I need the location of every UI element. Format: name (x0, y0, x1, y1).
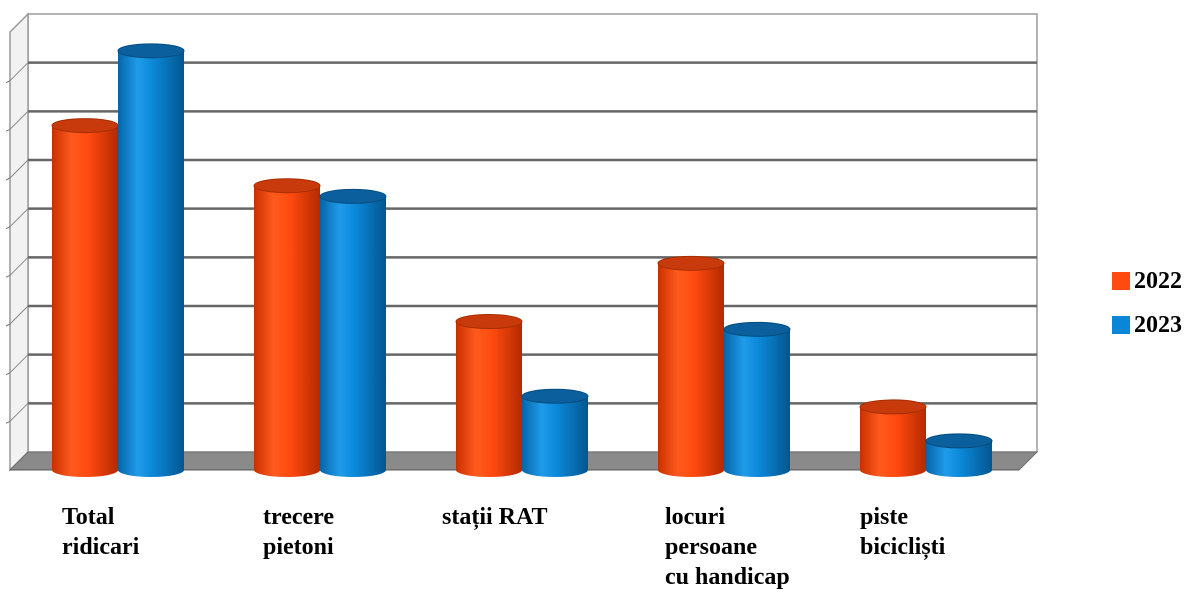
category-label: bicicliști (860, 534, 946, 560)
bar-base (320, 463, 386, 477)
category-label: piste (860, 504, 908, 530)
bar-top (657, 255, 725, 271)
plot-frame (5, 12, 1039, 472)
bar-2023-2 (521, 388, 589, 477)
bar-body (860, 406, 926, 470)
bar-base (522, 463, 588, 477)
bar-body (724, 329, 790, 470)
axis-tick (5, 323, 11, 327)
gridline-side (9, 402, 29, 422)
bar-top (723, 321, 791, 337)
bar-2023-3 (723, 321, 791, 477)
bar-base (254, 463, 320, 477)
bar-base (860, 463, 926, 477)
bar-body (320, 196, 386, 470)
bar-top (253, 178, 321, 194)
bar-2023-4 (925, 433, 993, 477)
axis-tick (5, 372, 11, 376)
bar-2022-4 (859, 399, 927, 477)
bar-top (319, 188, 387, 204)
legend: 2022 2023 (1112, 268, 1182, 338)
category-labels: Total ridicari trecere pietoni stații RAT loc… (62, 504, 946, 590)
gridline-side (9, 305, 29, 325)
bar-2022-3 (657, 255, 725, 477)
bar-2023-1 (319, 188, 387, 477)
legend-swatch-2022 (1112, 272, 1130, 290)
back-wall (27, 13, 1038, 453)
bar-base (118, 463, 184, 477)
axis-tick (5, 274, 11, 278)
bar-2022-2 (455, 314, 523, 477)
gridline-side (9, 208, 29, 228)
bar-base (724, 463, 790, 477)
bar-2022-1 (253, 178, 321, 477)
axis-tick (5, 177, 11, 181)
bar-base (926, 463, 992, 477)
bar-body (658, 263, 724, 470)
bar-base (658, 463, 724, 477)
legend-swatch-2023 (1112, 316, 1130, 334)
legend-label-2023: 2023 (1134, 312, 1182, 338)
category-label: trecere (263, 504, 334, 530)
bars (51, 43, 993, 477)
bar-2023-0 (117, 43, 185, 477)
category-label: pietoni (263, 534, 334, 560)
axis-tick (5, 80, 11, 84)
bar-base (52, 463, 118, 477)
bar-body (254, 185, 320, 470)
category-label: ridicari (62, 534, 140, 560)
category-label: Total (62, 504, 115, 530)
axis-tick (5, 420, 11, 424)
bar-top (455, 314, 523, 330)
bar-base (456, 463, 522, 477)
bar-body (118, 50, 184, 471)
gridline-side (9, 110, 29, 130)
bar-body (522, 396, 588, 470)
category-label: persoane (665, 534, 757, 560)
bar-top (117, 43, 185, 59)
bar-top (925, 433, 993, 449)
bar-top (51, 118, 119, 134)
category-label: stații RAT (442, 504, 548, 530)
bar-top (859, 399, 927, 415)
gridline-side (9, 62, 29, 82)
category-label: cu handicap (665, 564, 790, 590)
bar-body (52, 125, 118, 471)
gridline-side (9, 256, 29, 276)
bar-body (456, 321, 522, 470)
bar-2022-0 (51, 118, 119, 477)
category-label: locuri (665, 504, 725, 530)
axis-tick (5, 226, 11, 230)
gridline-side (9, 159, 29, 179)
gridline-side (9, 354, 29, 374)
bar-top (521, 388, 589, 404)
legend-label-2022: 2022 (1134, 268, 1182, 294)
side-wall (9, 12, 29, 472)
axis-tick (5, 128, 11, 132)
